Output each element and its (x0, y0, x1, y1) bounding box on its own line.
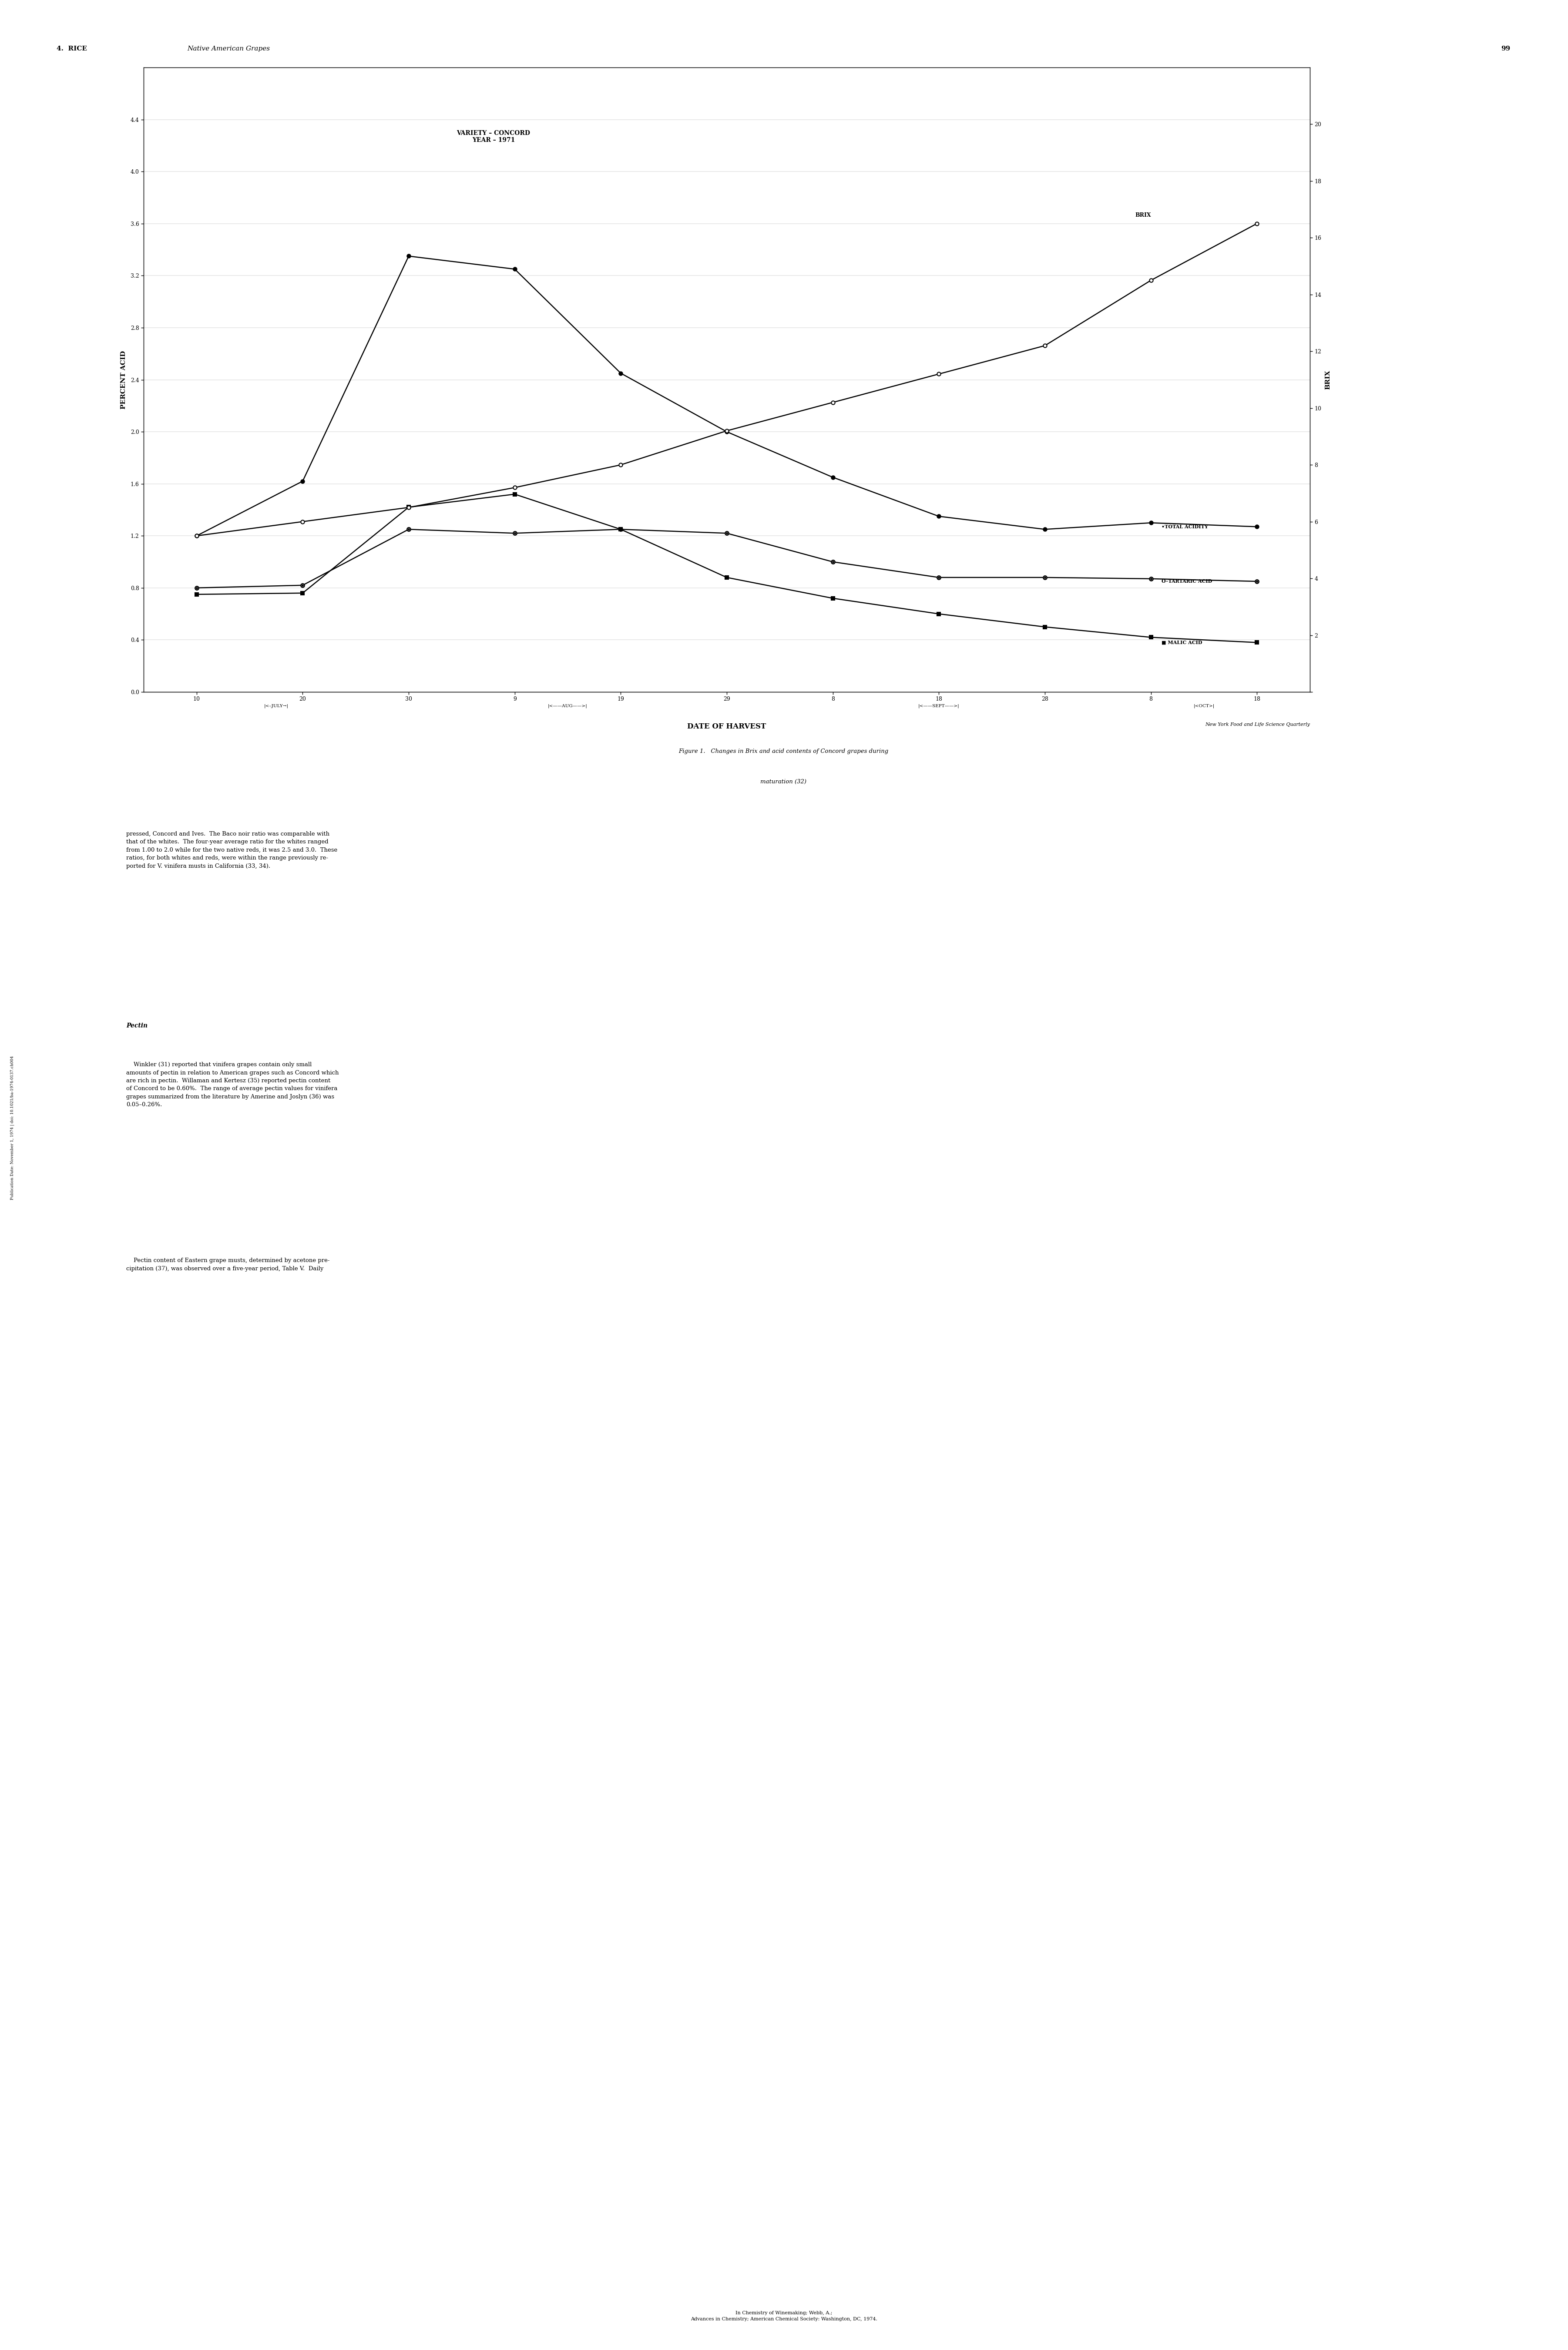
Text: ■ MALIC ACID: ■ MALIC ACID (1162, 639, 1203, 644)
Y-axis label: PERCENT ACID: PERCENT ACID (121, 350, 127, 409)
Text: Figure 1.   Changes in Brix and acid contents of Concord grapes during: Figure 1. Changes in Brix and acid conte… (679, 750, 889, 754)
Text: New York Food and Life Science Quarterly: New York Food and Life Science Quarterly (1206, 721, 1309, 726)
Text: BRIX: BRIX (1135, 212, 1151, 219)
Text: Pectin: Pectin (125, 1022, 147, 1029)
Text: pressed, Concord and Ives.  The Baco noir ratio was comparable with
that of the : pressed, Concord and Ives. The Baco noir… (125, 832, 337, 870)
Text: 99: 99 (1501, 45, 1510, 52)
Text: maturation (32): maturation (32) (760, 778, 806, 785)
Text: Pectin content of Eastern grape musts, determined by acetone pre-
cipitation (37: Pectin content of Eastern grape musts, d… (125, 1257, 329, 1271)
Text: In Chemistry of Winemaking; Webb, A.;
Advances in Chemistry; American Chemical S: In Chemistry of Winemaking; Webb, A.; Ad… (690, 2310, 878, 2322)
Text: |<–JULY→|: |<–JULY→| (263, 705, 289, 707)
Text: |<——SEPT——>|: |<——SEPT——>| (919, 705, 960, 707)
Text: O–TARTARIC ACID: O–TARTARIC ACID (1162, 578, 1212, 583)
Text: VARIETY – CONCORD
YEAR – 1971: VARIETY – CONCORD YEAR – 1971 (456, 129, 530, 143)
X-axis label: DATE OF HARVEST: DATE OF HARVEST (687, 724, 767, 731)
Text: |<——AUG——>|: |<——AUG——>| (547, 705, 588, 707)
Y-axis label: BRIX: BRIX (1325, 369, 1331, 390)
Text: Winkler (31) reported that vinifera grapes contain only small
amounts of pectin : Winkler (31) reported that vinifera grap… (125, 1062, 339, 1107)
Text: |<OCT>|: |<OCT>| (1193, 705, 1215, 707)
Text: Native American Grapes: Native American Grapes (187, 45, 270, 52)
Text: 4.  RICE: 4. RICE (56, 45, 88, 52)
Text: Publication Date: November 1, 1974 | doi: 10.1021/ba-1974-0137.ch004: Publication Date: November 1, 1974 | doi… (9, 1055, 14, 1201)
Text: •TOTAL ACIDITY: •TOTAL ACIDITY (1162, 524, 1207, 529)
